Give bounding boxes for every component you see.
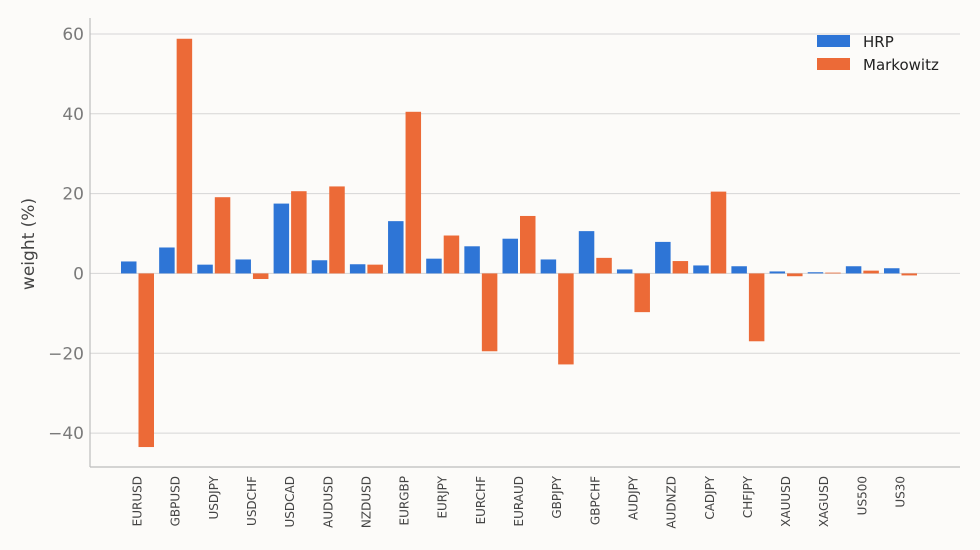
x-tick-label: USDCAD (283, 476, 297, 527)
legend-label-hrp: HRP (863, 33, 894, 51)
x-tick-label: NZDUSD (359, 476, 373, 528)
bar-hrp-eurchf (464, 246, 480, 274)
legend-swatch-markowitz (817, 58, 850, 70)
gridlines (90, 33, 960, 434)
bar-hrp-nzdusd (349, 264, 366, 274)
bar-markowitz-usdcad (291, 191, 307, 274)
x-tick-label: AUDNZD (665, 476, 679, 529)
axes (89, 18, 960, 468)
bar-markowitz-audnzd (672, 261, 689, 274)
bar-markowitz-usdchf (252, 273, 269, 280)
bar-hrp-cadjpy (693, 265, 709, 274)
x-tick-label: GBPJPY (550, 475, 564, 518)
bar-hrp-gbpusd (159, 247, 175, 274)
bar-markowitz-gbpjpy (558, 273, 574, 365)
bar-markowitz-gbpusd (176, 38, 193, 274)
x-tick-label: GBPCHF (588, 476, 602, 525)
bar-hrp-us30 (884, 268, 900, 274)
bar-hrp-gbpchf (578, 231, 595, 274)
bars (121, 38, 917, 448)
bar-markowitz-cadjpy (710, 191, 727, 274)
bar-markowitz-chfjpy (748, 273, 765, 342)
x-tick-label: CHFJPY (741, 475, 755, 518)
bar-hrp-gbpjpy (540, 259, 557, 274)
bar-markowitz-nzdusd (367, 264, 383, 274)
bar-markowitz-usdjpy (214, 197, 231, 274)
x-tick-label: EURGBP (398, 476, 412, 525)
x-tick-label: USDCHF (245, 476, 259, 526)
bar-hrp-xagusd (807, 272, 824, 274)
x-tick-label: EURCHF (474, 476, 488, 525)
bar-hrp-eurusd (121, 261, 137, 274)
y-tick-label: 40 (62, 105, 84, 125)
bar-hrp-chfjpy (731, 266, 747, 274)
bar-hrp-usdchf (235, 259, 251, 274)
bar-markowitz-euraud (520, 215, 536, 274)
bar-markowitz-us500 (863, 270, 879, 274)
x-tick-label: EURUSD (131, 476, 145, 526)
tick-labels: 60 40 20 0 −20 −40 EURUSD GBPUSD USDJPY USDCHF USD… (48, 25, 907, 529)
bar-markowitz-eurchf (481, 273, 498, 352)
bar-markowitz-xagusd (825, 272, 841, 274)
legend-label-markowitz: Markowitz (863, 56, 939, 74)
bar-hrp-eurjpy (426, 258, 442, 274)
x-tick-label: CADJPY (703, 475, 717, 519)
bar-markowitz-eurjpy (443, 235, 460, 274)
bar-markowitz-eurusd (138, 273, 154, 448)
bar-hrp-euraud (502, 238, 518, 274)
bar-markowitz-audjpy (634, 273, 650, 313)
x-tick-label: US30 (894, 476, 908, 508)
y-tick-label: −40 (48, 424, 84, 444)
bar-hrp-usdjpy (197, 264, 213, 274)
bar-hrp-xauusd (769, 271, 786, 274)
x-tick-label: AUDJPY (626, 475, 640, 520)
bar-hrp-us500 (845, 266, 862, 274)
legend-swatch-hrp (817, 35, 850, 47)
bar-hrp-audjpy (616, 269, 633, 274)
bar-markowitz-gbpchf (596, 257, 612, 274)
bar-hrp-usdcad (273, 203, 290, 274)
y-tick-label: 20 (62, 185, 84, 205)
x-tick-label: XAUUSD (779, 476, 793, 527)
x-tick-label: EURAUD (512, 476, 526, 526)
x-tick-label: AUDUSD (321, 476, 335, 528)
y-tick-label: 60 (62, 25, 84, 45)
y-tick-label: −20 (48, 344, 84, 364)
y-axis-label: weight (%) (19, 198, 39, 290)
x-tick-label: XAGUSD (817, 476, 831, 527)
bar-markowitz-audusd (329, 186, 345, 274)
bar-markowitz-eurgbp (405, 111, 422, 274)
bar-hrp-audusd (311, 260, 328, 274)
bar-hrp-eurgbp (388, 221, 404, 274)
y-tick-label: 0 (73, 264, 84, 284)
bar-markowitz-xauusd (787, 273, 803, 277)
bar-markowitz-us30 (901, 273, 917, 276)
x-tick-label: US500 (855, 476, 869, 515)
legend: HRP Markowitz (817, 33, 939, 74)
x-tick-label: EURJPY (436, 475, 450, 518)
x-tick-label: GBPUSD (169, 476, 183, 526)
x-tick-label: USDJPY (207, 475, 221, 519)
bar-hrp-audnzd (655, 241, 671, 274)
